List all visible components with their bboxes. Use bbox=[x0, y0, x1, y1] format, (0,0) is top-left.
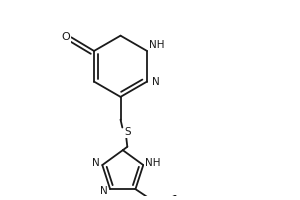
Text: N: N bbox=[152, 77, 160, 87]
Text: NH: NH bbox=[145, 158, 160, 168]
Text: N: N bbox=[100, 186, 108, 196]
Text: S: S bbox=[124, 127, 131, 137]
Text: O: O bbox=[61, 32, 70, 42]
Text: NH: NH bbox=[149, 40, 165, 50]
Text: N: N bbox=[92, 158, 100, 168]
